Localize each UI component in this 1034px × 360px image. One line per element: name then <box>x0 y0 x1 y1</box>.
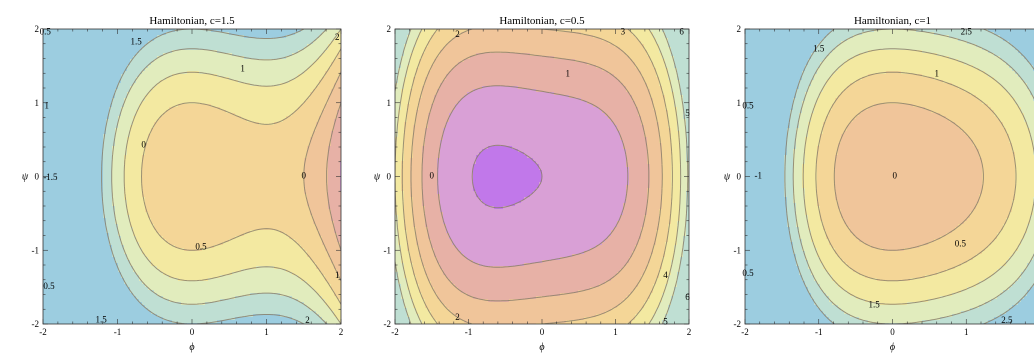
y-tick-label: -2 <box>32 319 40 329</box>
contour-lines <box>395 29 689 324</box>
contour-label: 1 <box>565 69 570 79</box>
x-tick-label: -1 <box>465 327 473 337</box>
contour-label: 0.5 <box>955 238 967 248</box>
y-tick-label: 1 <box>737 98 742 108</box>
contour-label: 0.5 <box>195 241 207 251</box>
contour-label: 2 <box>335 32 340 42</box>
contour-line-6 <box>395 29 689 324</box>
contour-label: 1.5 <box>131 36 143 46</box>
contour-bands <box>745 29 1034 324</box>
x-tick-label: 2 <box>339 327 344 337</box>
contour-bands <box>43 29 341 324</box>
y-tick-label: -1 <box>734 245 742 255</box>
y-tick-label: 0 <box>737 172 742 182</box>
contour-line-2 <box>421 51 650 302</box>
chart-title: Hamiltonian, c=1 <box>854 15 931 27</box>
y-tick-label: 2 <box>737 24 742 34</box>
contour-label: -1.5 <box>43 172 58 182</box>
contour-line-2 <box>792 29 1034 324</box>
contour-label: 5 <box>663 317 668 327</box>
contour-line-0 <box>471 144 543 209</box>
contour-label: 1.5 <box>813 44 825 54</box>
contour-label: 0 <box>892 171 897 181</box>
x-tick-label: 0 <box>190 327 195 337</box>
y-tick-label: 0 <box>35 172 40 182</box>
x-tick-label: 1 <box>613 327 618 337</box>
contour-label: 1.5 <box>868 300 880 310</box>
contour-line-1.5 <box>802 48 1034 305</box>
x-tick-label: 1 <box>964 327 969 337</box>
contour-label: 0 <box>141 140 146 150</box>
contour-line-0.5 <box>833 102 984 251</box>
contour-line-2 <box>101 29 305 324</box>
contour-label: 1 <box>335 270 340 280</box>
y-tick-label: -1 <box>32 245 40 255</box>
contour-line-1 <box>815 71 1017 282</box>
x-tick-label: 0 <box>890 327 895 337</box>
contour-line-1 <box>123 29 341 324</box>
x-axis-label: ϕ <box>539 342 544 353</box>
contour-label: 1 <box>44 100 49 110</box>
x-tick-label: -2 <box>741 327 749 337</box>
y-axis-label: ψ <box>374 172 381 183</box>
contour-panel-1: -2 -1 0 1 2 -2 -1 0 1 2 Hamiltonian, c=1.5 ϕ ψ 0.5 1.5… <box>22 15 344 353</box>
contour-line-1.5 <box>111 29 327 324</box>
contour-label: 0.5 <box>742 268 754 278</box>
contour-label: 1 <box>935 69 940 79</box>
y-tick-label: -2 <box>384 319 392 329</box>
y-tick-label: -1 <box>384 245 392 255</box>
chart-title: Hamiltonian, c=0.5 <box>499 15 585 27</box>
contour-label: 0.5 <box>43 281 55 291</box>
contour-bands <box>395 29 689 324</box>
x-tick-label: 2 <box>687 327 692 337</box>
contour-label: 3 <box>621 27 626 37</box>
contour-line-3 <box>410 29 663 324</box>
contour-label: -1 <box>755 171 763 181</box>
contour-label: 4 <box>663 270 668 280</box>
y-tick-label: 1 <box>387 98 392 108</box>
x-tick-label: 0 <box>540 327 545 337</box>
contour-label: 2 <box>455 29 460 39</box>
y-tick-label: 0 <box>387 172 392 182</box>
contour-line-2.5 <box>784 29 1034 324</box>
y-tick-label: 1 <box>35 98 40 108</box>
contour-label: 6 <box>685 292 690 302</box>
y-tick-label: 2 <box>35 24 40 34</box>
contour-label: 1 <box>240 64 245 74</box>
x-tick-label: -1 <box>815 327 823 337</box>
contour-label: 0.5 <box>40 27 52 37</box>
contour-panel-2: -2 -1 0 1 2 -2 -1 0 1 2 Hamiltonian, c=0.5 ϕ ψ 2 3 6 1 5 0… <box>374 15 691 353</box>
contour-label: 2.5 <box>1001 315 1013 325</box>
y-tick-label: 2 <box>387 24 392 34</box>
contour-label: 2 <box>455 312 460 322</box>
contour-line-0.5 <box>141 48 341 305</box>
contour-label: 0 <box>302 171 307 181</box>
x-tick-label: -1 <box>114 327 122 337</box>
contour-label: 2.5 <box>961 27 973 37</box>
x-tick-label: -2 <box>39 327 47 337</box>
y-tick-label: -2 <box>734 319 742 329</box>
x-axis-label: ϕ <box>890 342 895 353</box>
contour-label: 0.5 <box>742 100 754 110</box>
contour-label: 5 <box>685 108 690 118</box>
contour-label: 6 <box>679 27 684 37</box>
contour-lines <box>784 29 1034 324</box>
contour-label: 2 <box>305 315 310 325</box>
contour-label: 0 <box>430 171 435 181</box>
x-tick-label: -2 <box>391 327 399 337</box>
chart-title: Hamiltonian, c=1.5 <box>149 15 235 27</box>
y-axis-label: ψ <box>724 172 731 183</box>
contour-line-4 <box>401 29 673 324</box>
x-axis-label: ϕ <box>189 342 194 353</box>
y-axis-label: ψ <box>22 172 29 183</box>
contour-line-1 <box>437 85 629 268</box>
contour-label: 1.5 <box>95 314 107 324</box>
x-tick-label: 1 <box>264 327 269 337</box>
